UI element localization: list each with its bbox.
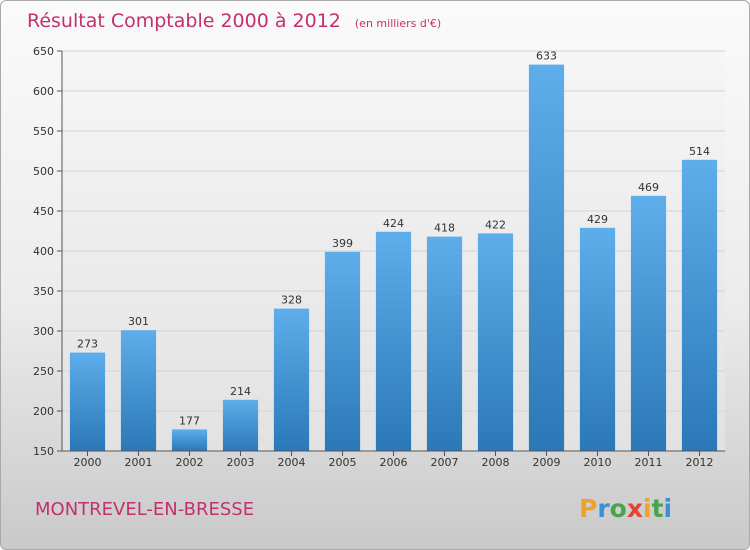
bar-2001 [120, 330, 157, 451]
y-tick-label: 450 [33, 205, 54, 218]
data-label-2005: 399 [332, 237, 353, 250]
y-tick-label: 650 [33, 45, 54, 58]
x-tick-label-2009: 2009 [533, 456, 561, 469]
data-label-2003: 214 [230, 385, 251, 398]
chart-title: Résultat Comptable 2000 à 2012 (en milli… [27, 10, 441, 32]
y-tick-label: 350 [33, 285, 54, 298]
y-tick-label: 250 [33, 365, 54, 378]
y-tick-label: 400 [33, 245, 54, 258]
data-label-2006: 424 [383, 217, 404, 230]
bar-2004 [273, 308, 310, 451]
x-tick-label-2007: 2007 [431, 456, 459, 469]
bar-2000 [69, 352, 106, 451]
x-tick-label-2011: 2011 [635, 456, 663, 469]
y-tick-label: 500 [33, 165, 54, 178]
data-label-2007: 418 [434, 222, 455, 235]
bar-2003 [222, 399, 259, 451]
proxiti-logo-text: Proxiti [579, 494, 672, 523]
y-tick-label: 600 [33, 85, 54, 98]
bar-2010 [579, 227, 616, 451]
x-tick-label-2005: 2005 [329, 456, 357, 469]
data-label-2001: 301 [128, 315, 149, 328]
data-label-2008: 422 [485, 218, 506, 231]
bars: 273 301 177 214 328 399 424 418 422 633 429 469 514 [69, 50, 718, 452]
chart-title-subtitle: (en milliers d'€) [355, 17, 441, 30]
data-label-2011: 469 [638, 181, 659, 194]
bar-2005 [324, 251, 361, 451]
bar-2011 [630, 195, 667, 451]
x-tick-label-2010: 2010 [584, 456, 612, 469]
x-tick-label-2012: 2012 [686, 456, 714, 469]
data-label-2000: 273 [77, 338, 98, 351]
bar-2009 [528, 64, 565, 451]
x-tick-label-2003: 2003 [227, 456, 255, 469]
bar-2002 [171, 429, 208, 451]
x-tick-label-2004: 2004 [278, 456, 306, 469]
bar-2007 [426, 236, 463, 451]
y-tick-label: 300 [33, 325, 54, 338]
y-tick-label: 150 [33, 445, 54, 458]
x-tick-label-2008: 2008 [482, 456, 510, 469]
place-name: MONTREVEL-EN-BRESSE [35, 499, 254, 520]
x-tick-label-2006: 2006 [380, 456, 408, 469]
y-tick-label: 550 [33, 125, 54, 138]
data-label-2004: 328 [281, 294, 302, 307]
bar-2012 [681, 159, 718, 452]
x-tick-label-2002: 2002 [176, 456, 204, 469]
bar-2008 [477, 233, 514, 451]
chart-title-main: Résultat Comptable 2000 à 2012 [27, 10, 341, 32]
x-tick-label-2000: 2000 [74, 456, 102, 469]
data-label-2012: 514 [689, 145, 710, 158]
bar-2006 [375, 231, 412, 451]
data-label-2010: 429 [587, 213, 608, 226]
y-tick-label: 200 [33, 405, 54, 418]
data-label-2002: 177 [179, 414, 200, 427]
data-label-2009: 633 [536, 50, 557, 63]
proxiti-logo: Proxiti [579, 494, 672, 523]
x-tick-label-2001: 2001 [125, 456, 153, 469]
axes: 150 200 250 300 350 400 450 500 550 600 650 2000 200… [33, 45, 725, 469]
